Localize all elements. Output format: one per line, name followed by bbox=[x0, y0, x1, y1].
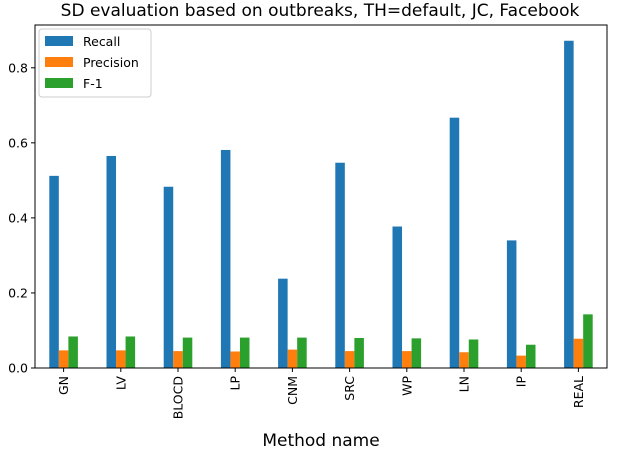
bar-f-1-ln bbox=[468, 339, 479, 368]
bar-f-1-lp bbox=[239, 337, 250, 368]
bar-recall-real bbox=[564, 40, 574, 368]
bars-group bbox=[49, 40, 593, 368]
legend: Recall Precision F-1 bbox=[38, 28, 152, 98]
legend-swatch bbox=[45, 36, 73, 46]
bar-precision-gn bbox=[58, 350, 69, 368]
bar-precision-lp bbox=[230, 351, 240, 368]
x-tick-label: GN bbox=[56, 376, 71, 395]
bar-f-1-cnm bbox=[297, 337, 307, 368]
y-tick-label: 0.0 bbox=[8, 361, 28, 376]
x-tick-label: BLOCD bbox=[171, 376, 186, 419]
x-axis-label: Method name bbox=[262, 431, 379, 450]
bar-precision-real bbox=[573, 338, 584, 368]
bar-recall-blocd bbox=[163, 186, 174, 368]
bar-precision-ip bbox=[516, 355, 526, 368]
bar-recall-wp bbox=[392, 226, 403, 368]
y-tick-label: 0.8 bbox=[8, 60, 28, 75]
bar-f-1-ip bbox=[525, 344, 536, 368]
y-tick-label: 0.4 bbox=[8, 210, 28, 225]
bar-precision-lv bbox=[116, 350, 126, 368]
x-tick-label: REAL bbox=[571, 376, 586, 408]
x-tick-label: LN bbox=[457, 376, 472, 392]
bar-f-1-src bbox=[354, 337, 364, 368]
x-tick-label: IP bbox=[514, 376, 529, 388]
legend-swatch bbox=[45, 78, 73, 88]
bar-recall-cnm bbox=[278, 278, 288, 368]
bar-recall-ip bbox=[506, 240, 517, 368]
y-tick-label: 0.2 bbox=[8, 285, 28, 300]
bar-recall-lv bbox=[106, 155, 117, 368]
x-tick-label: WP bbox=[399, 376, 414, 396]
legend-label: Recall bbox=[83, 34, 120, 49]
bar-precision-src bbox=[344, 351, 355, 368]
x-tick-label: CNM bbox=[285, 376, 300, 405]
bar-precision-ln bbox=[459, 352, 469, 368]
bar-f-1-blocd bbox=[182, 337, 193, 368]
x-tick-label: LP bbox=[228, 376, 243, 391]
bar-f-1-lv bbox=[125, 336, 136, 368]
plot-frame bbox=[34, 24, 608, 369]
legend-label: F-1 bbox=[83, 76, 103, 91]
bar-precision-cnm bbox=[287, 349, 298, 368]
bar-recall-src bbox=[335, 162, 345, 368]
bar-precision-wp bbox=[402, 351, 412, 368]
bar-f-1-wp bbox=[411, 338, 422, 368]
x-tick-label: SRC bbox=[342, 376, 357, 401]
y-tick-label: 0.6 bbox=[8, 135, 28, 150]
x-axis: GN LV BLOCD LP CNM SRC WP LN IP REAL bbox=[56, 368, 586, 419]
bar-precision-blocd bbox=[173, 351, 183, 368]
chart-title: SD evaluation based on outbreaks, TH=def… bbox=[61, 1, 580, 21]
y-axis: 0.0 0.2 0.4 0.6 0.8 bbox=[8, 60, 35, 376]
bar-recall-ln bbox=[449, 117, 460, 368]
legend-label: Precision bbox=[83, 55, 139, 70]
bar-f-1-gn bbox=[68, 336, 78, 368]
bar-f-1-real bbox=[583, 314, 593, 368]
x-tick-label: LV bbox=[113, 376, 128, 391]
legend-swatch bbox=[45, 57, 73, 67]
bar-recall-gn bbox=[49, 175, 59, 368]
bar-recall-lp bbox=[220, 149, 231, 368]
